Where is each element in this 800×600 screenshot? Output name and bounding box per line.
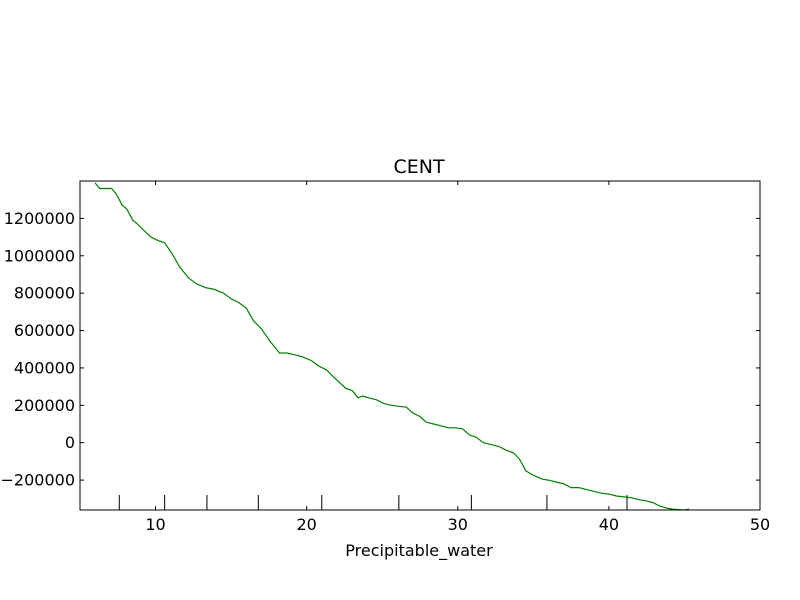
y-tick-label: 200000 [14, 396, 75, 415]
y-tick-label: 1000000 [4, 246, 75, 265]
x-tick-label: 50 [750, 515, 770, 534]
plot-frame [79, 180, 761, 511]
x-tick-label: 10 [145, 515, 165, 534]
x-axis-label: Precipitable_water [345, 541, 493, 561]
series-line [94, 182, 690, 511]
y-tick-label: 400000 [14, 358, 75, 377]
y-tick-label: 600000 [14, 321, 75, 340]
y-axis: −200000 0 200000 400000 600000 800000 1000000 1… [1, 209, 760, 490]
x-tick-label: 30 [448, 515, 468, 534]
rug-marks [118, 495, 628, 510]
x-tick-label: 40 [599, 515, 619, 534]
chart-title: CENT [393, 156, 444, 178]
y-tick-label: −200000 [1, 471, 75, 490]
y-tick-label: 0 [65, 433, 75, 452]
y-tick-label: 800000 [14, 284, 75, 303]
x-tick-label: 20 [296, 515, 316, 534]
x-axis: 10 20 30 40 50 [145, 181, 770, 534]
y-tick-label: 1200000 [4, 209, 75, 228]
